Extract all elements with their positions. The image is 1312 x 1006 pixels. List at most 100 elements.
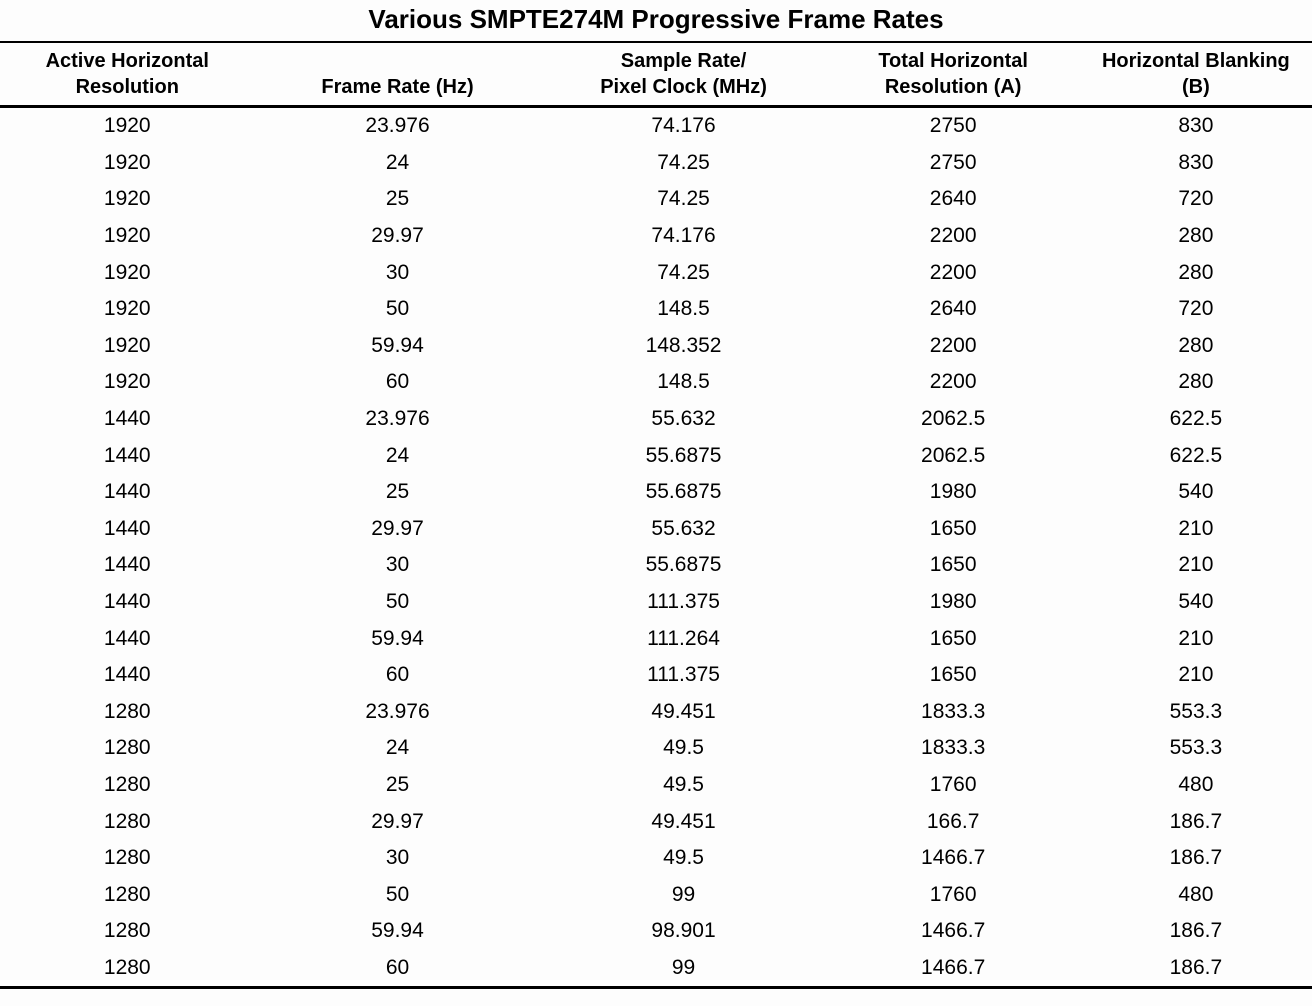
table-cell: 186.7 [1169,955,1223,979]
column-header-line: Active Horizontal [45,50,209,72]
table-cell: 74.25 [657,150,710,174]
table-cell: 50 [385,882,410,906]
table-cell: 1650 [929,663,977,687]
table-cell: 50 [385,297,410,321]
table-cell: 30 [385,260,410,284]
table-cell: 186.7 [1169,809,1223,833]
table-cell: 1440 [103,407,151,431]
table-cell: 166.7 [926,809,980,833]
table-cell: 1920 [103,333,151,357]
table-row: 1440 29.97 55.632 1650 210 [0,511,1312,548]
table-cell: 2062.5 [921,407,986,431]
table-row: 1280 24 49.5 1833.3 553.3 [0,730,1312,767]
table-cell: 280 [1178,260,1214,284]
table-cell: 830 [1178,150,1214,174]
table-cell: 540 [1178,480,1214,504]
table-cell: 23.976 [365,114,430,138]
table-cell: 60 [385,370,410,394]
table-row: 1280 50 99 1760 480 [0,876,1312,913]
table-cell: 280 [1178,224,1214,248]
table-cell: 622.5 [1169,407,1223,431]
column-header-active-horizontal-resolution: Active Horizontal Resolution [0,41,255,108]
table-cell: 1440 [103,553,151,577]
table-cell: 50 [385,590,410,614]
table-cell: 74.176 [651,114,716,138]
table-row: 1280 29.97 49.451 166.7 186.7 [0,803,1312,840]
table-cell: 186.7 [1169,846,1223,870]
table-cell: 25 [385,187,410,211]
table-cell: 74.25 [657,187,710,211]
column-header-line: Sample Rate/ [620,50,747,72]
table-cell: 30 [385,553,410,577]
table-cell: 99 [671,882,696,906]
table-cell: 1280 [103,809,151,833]
table-cell: 1280 [103,955,151,979]
table-cell: 111.375 [647,590,720,614]
column-header-line: Total Horizontal [878,50,1028,72]
table-cell: 25 [385,772,410,796]
table-cell: 55.6875 [645,480,722,504]
table-cell: 553.3 [1169,736,1223,760]
table-row: 1280 59.94 98.901 1466.7 186.7 [0,913,1312,950]
table-cell: 49.5 [663,772,704,796]
table-cell: 2200 [929,224,977,248]
column-header-sample-rate-pixel-clock-mhz: Sample Rate/Pixel Clock (MHz) [540,41,827,108]
column-header-line: Frame Rate (Hz) [321,76,474,98]
table-cell: 2062.5 [921,443,986,467]
table-cell: 1760 [929,882,977,906]
table-cell: 2750 [929,114,977,138]
table-cell: 1833.3 [921,699,986,723]
table-cell: 99 [671,955,696,979]
table-cell: 148.5 [657,370,710,394]
table-cell: 210 [1178,553,1214,577]
table-row: 1920 24 74.25 2750 830 [0,145,1312,182]
table-cell: 1920 [103,187,151,211]
column-header-line: Horizontal Blanking [1101,50,1290,72]
table-cell: 55.632 [651,407,716,431]
table-cell: 2750 [929,150,977,174]
table-cell: 74.25 [657,260,710,284]
table-cell: 23.976 [365,699,430,723]
table-row: 1440 24 55.6875 2062.5 622.5 [0,437,1312,474]
table-row: 1920 50 148.5 2640 720 [0,291,1312,328]
table-cell: 1440 [103,516,151,540]
table-cell: 55.6875 [645,553,722,577]
table-cell: 553.3 [1169,699,1223,723]
table-cell: 830 [1178,114,1214,138]
table-cell: 1760 [929,772,977,796]
table-cell: 1280 [103,699,151,723]
column-header-horizontal-blanking-b: Horizontal Blanking (B) [1079,41,1312,108]
table-row: 1280 60 99 1466.7 186.7 [0,950,1312,988]
column-header-line: (B) [1181,76,1210,98]
column-header-line: Pixel Clock (MHz) [600,76,767,98]
table-cell: 1920 [103,224,151,248]
table-cell: 1280 [103,736,151,760]
table-cell: 186.7 [1169,919,1223,943]
table-cell: 1440 [103,663,151,687]
table-cell: 2200 [929,260,977,284]
table-cell: 210 [1178,626,1214,650]
column-header-line: Resolution [75,76,179,98]
table-row: 1440 59.94 111.264 1650 210 [0,620,1312,657]
table-cell: 280 [1178,370,1214,394]
table-cell: 1920 [103,260,151,284]
column-header-total-horizontal-resolution-a: Total Horizontal Resolution (A) [826,41,1080,108]
table-cell: 1466.7 [921,919,986,943]
table-cell: 1833.3 [921,736,986,760]
table-row: 1280 23.976 49.451 1833.3 553.3 [0,694,1312,731]
table-cell: 59.94 [371,626,424,650]
table-cell: 74.176 [651,224,716,248]
table-cell: 1466.7 [921,955,986,979]
table-cell: 1920 [103,370,151,394]
column-header-frame-rate-hz: Frame Rate (Hz) [254,41,541,108]
table-cell: 49.5 [663,846,704,870]
table-cell: 1920 [103,297,151,321]
table-cell: 2640 [929,187,977,211]
column-header-line: Resolution (A) [884,76,1022,98]
table-cell: 480 [1178,772,1214,796]
table-row: 1440 50 111.375 1980 540 [0,584,1312,621]
table-cell: 30 [385,846,410,870]
table-cell: 210 [1178,516,1214,540]
table-cell: 2640 [929,297,977,321]
